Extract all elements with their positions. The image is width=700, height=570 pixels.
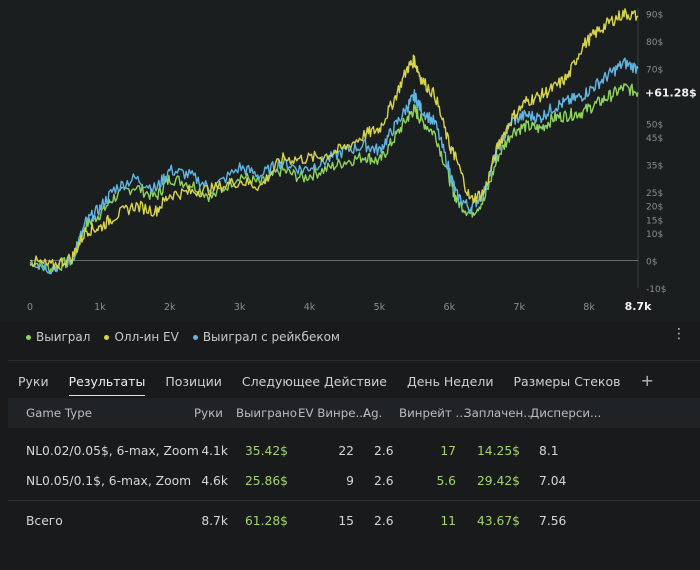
y-tick-label: 10$ xyxy=(646,230,663,240)
y-tick-label: 25$ xyxy=(646,189,663,199)
y-tick-label: 35$ xyxy=(646,161,663,171)
results-chart: 90$ 80$ 70$ 50$ 45$ 35$ 25$ 20$ 15$ 10$ 0$ -10$ 0 1k 2… xyxy=(26,8,697,313)
x-tick-label: 0 xyxy=(27,302,33,313)
x-tick-label: 2k xyxy=(164,302,176,313)
col-ag[interactable]: Ag. xyxy=(363,406,383,420)
cell-paid: 14.25$ xyxy=(476,444,520,458)
results-table: Game Type Руки Выиграно EV Винре... Ag. … xyxy=(8,398,700,536)
divider xyxy=(8,360,700,361)
table-row[interactable]: NL0.02/0.05$, 6-max, Zoom 4.1k 35.42$ 22… xyxy=(8,436,700,466)
table-row[interactable]: NL0.05/0.1$, 6-max, Zoom 4.6k 25.86$ 9 2… xyxy=(8,466,700,496)
cell-hands: 4.1k xyxy=(201,444,228,458)
tab-weekday[interactable]: День Недели xyxy=(406,374,494,389)
table-header: Game Type Руки Выиграно EV Винре... Ag. … xyxy=(8,398,700,428)
cell-paid: 29.42$ xyxy=(476,474,520,488)
cell-game-type: NL0.05/0.1$, 6-max, Zoom xyxy=(26,474,192,488)
x-tick-label: 7k xyxy=(513,302,525,313)
cell-ag: 2.6 xyxy=(374,474,394,488)
y-tick-label: 20$ xyxy=(646,203,663,213)
legend-label-won: Выиграл xyxy=(36,330,91,344)
legend-label-allin-ev: Олл-ин EV xyxy=(114,330,179,344)
col-ev-winrate[interactable]: EV Винре... xyxy=(298,406,367,420)
legend-dot-allin-ev xyxy=(104,334,110,340)
add-tab-button[interactable]: + xyxy=(640,371,654,390)
cell-won: 35.42$ xyxy=(244,444,288,458)
cell-winrate: 17 xyxy=(440,444,456,458)
cell-variance: 8.1 xyxy=(539,444,559,458)
cell-winrate: 5.6 xyxy=(436,474,456,488)
y-tick-label: 15$ xyxy=(646,216,663,226)
x-end-label: 8.7k xyxy=(625,300,652,313)
col-won[interactable]: Выиграно xyxy=(236,406,297,420)
x-tick-label: 5k xyxy=(374,302,386,313)
chart-legend: Выиграл Олл-ин EV Выиграл с рейкбеком xyxy=(26,330,340,344)
legend-item-allin-ev[interactable]: Олл-ин EV xyxy=(104,330,179,344)
tab-hands[interactable]: Руки xyxy=(18,374,49,389)
col-paid[interactable]: Заплачен... xyxy=(464,406,535,420)
y-tick-label: 90$ xyxy=(646,10,663,20)
cell-total-variance: 7.56 xyxy=(539,514,567,528)
y-tick-label: -10$ xyxy=(646,285,666,295)
legend-label-rakeback: Выиграл с рейкбеком xyxy=(202,330,340,344)
y-tick-label: 0$ xyxy=(646,258,657,268)
x-tick-label: 8k xyxy=(583,302,595,313)
col-winrate[interactable]: Винрейт ... xyxy=(399,406,467,420)
tab-next-action[interactable]: Следующее Действие xyxy=(241,374,387,389)
cell-won: 25.86$ xyxy=(244,474,288,488)
cell-total-ev-winrate: 15 xyxy=(338,514,354,528)
series-line-allin-ev xyxy=(29,8,639,270)
y-tick-label: 50$ xyxy=(646,120,663,130)
col-hands[interactable]: Руки xyxy=(194,406,223,420)
legend-dot-rakeback xyxy=(192,334,198,340)
x-tick-label: 4k xyxy=(304,302,316,313)
cell-total-paid: 43.67$ xyxy=(476,514,520,528)
legend-dot-won xyxy=(26,334,31,340)
cell-hands: 4.6k xyxy=(201,474,228,488)
legend-item-won[interactable]: Выиграл xyxy=(26,330,90,344)
tab-results[interactable]: Результаты xyxy=(68,370,146,396)
x-tick-label: 6k xyxy=(444,302,456,313)
kebab-icon[interactable]: ⋮ xyxy=(672,326,686,342)
cell-ev-winrate: 22 xyxy=(338,444,354,458)
y-tick-label: 80$ xyxy=(646,38,663,48)
series-line-rakeback xyxy=(29,57,639,275)
tab-bar: Руки Результаты Позиции Следующее Действ… xyxy=(18,370,674,396)
x-tick-label: 3k xyxy=(234,302,246,313)
tab-positions[interactable]: Позиции xyxy=(165,374,222,389)
legend-item-rakeback[interactable]: Выиграл с рейкбеком xyxy=(192,330,340,344)
y-tick-label: 45$ xyxy=(646,134,663,144)
x-tick-label: 1k xyxy=(94,302,106,313)
cell-ag: 2.6 xyxy=(374,444,394,458)
table-total-row[interactable]: Всего 8.7k 61.28$ 15 2.6 11 43.67$ 7.56 xyxy=(8,506,700,536)
cell-total-label: Всего xyxy=(26,514,63,528)
series-line-won xyxy=(29,83,639,275)
cell-total-hands: 8.7k xyxy=(201,514,228,528)
col-variance[interactable]: Дисперси... xyxy=(530,406,602,420)
tab-stack-sizes[interactable]: Размеры Стеков xyxy=(513,374,621,389)
end-value-label: +61.28$ xyxy=(645,86,697,99)
col-game-type[interactable]: Game Type xyxy=(26,406,92,420)
cell-variance: 7.04 xyxy=(539,474,567,488)
cell-total-won: 61.28$ xyxy=(244,514,288,528)
cell-total-ag: 2.6 xyxy=(374,514,394,528)
cell-ev-winrate: 9 xyxy=(346,474,354,488)
cell-total-winrate: 11 xyxy=(440,514,456,528)
cell-game-type: NL0.02/0.05$, 6-max, Zoom xyxy=(26,444,199,458)
chart-svg: 90$ 80$ 70$ 50$ 45$ 35$ 25$ 20$ 15$ 10$ 0$ -10$ 0 1k 2… xyxy=(27,8,697,313)
total-separator xyxy=(8,500,700,501)
y-tick-label: 70$ xyxy=(646,65,663,75)
